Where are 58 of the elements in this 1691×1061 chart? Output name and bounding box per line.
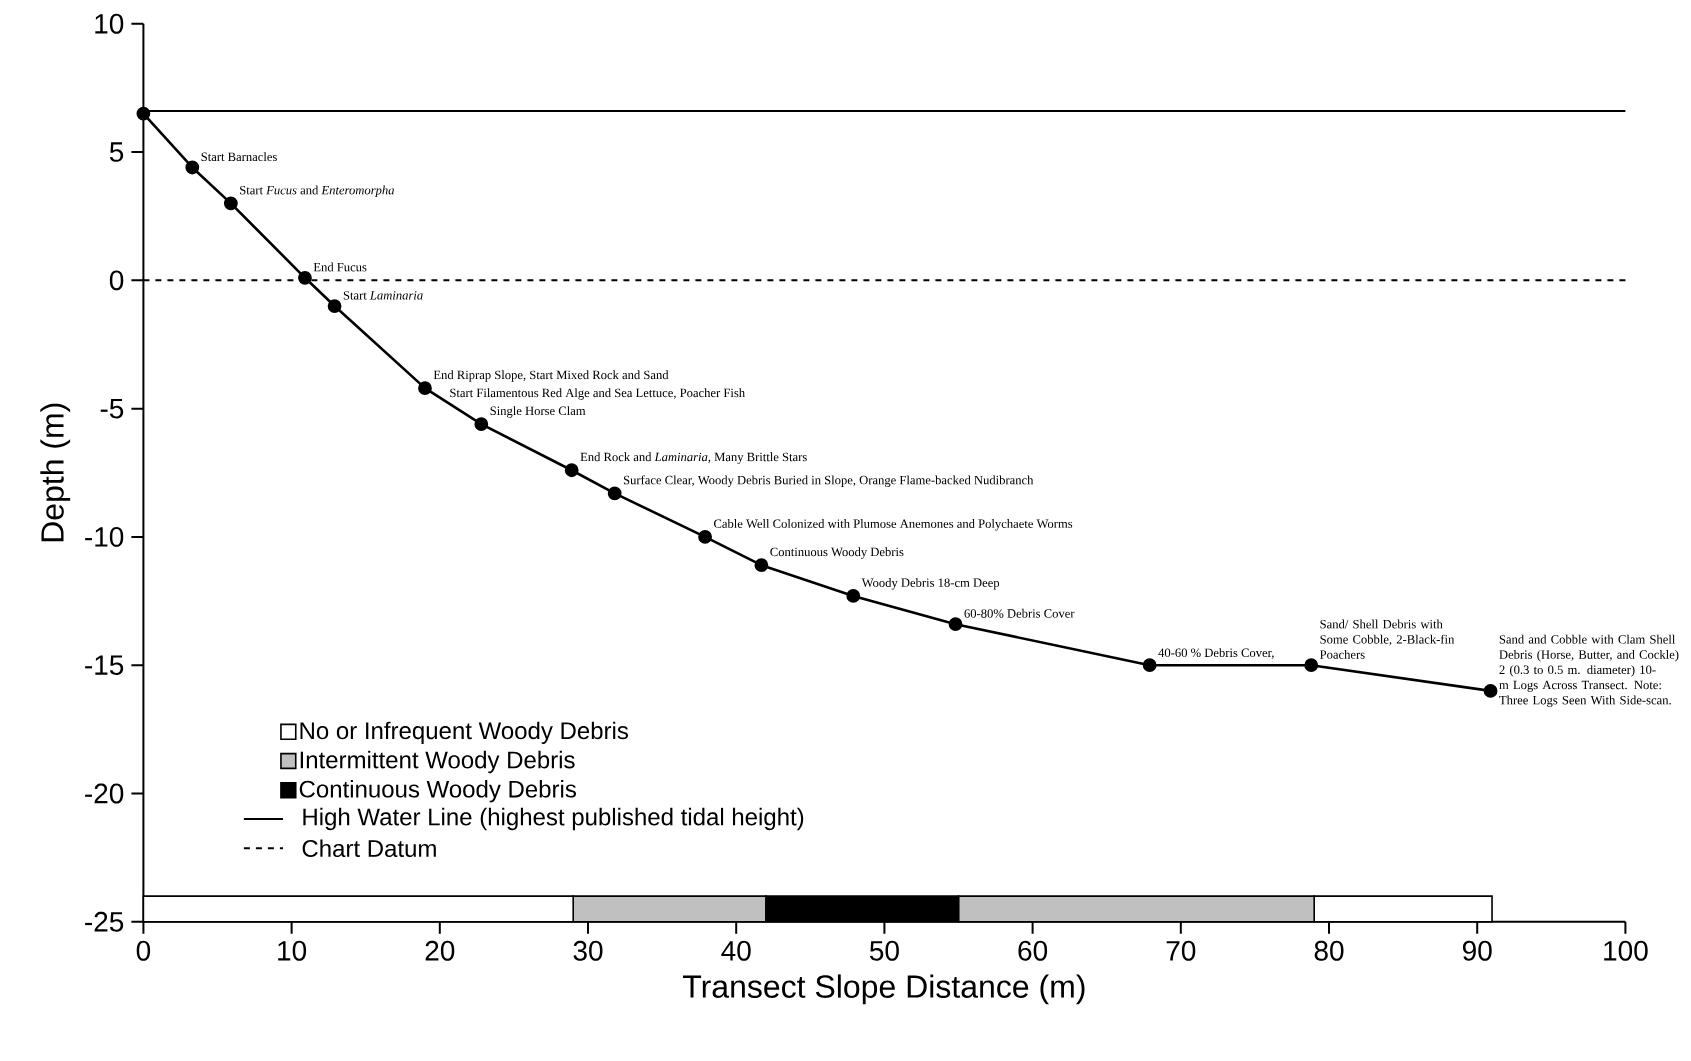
x-tick-label: 20: [425, 940, 455, 961]
point: [698, 530, 712, 544]
x-axis-title: Transect Slope Distance (m): [682, 974, 1085, 1005]
legend-label: Chart Datum: [302, 839, 436, 858]
x-tick-label: 90: [1462, 940, 1492, 961]
x-tick-label: 100: [1604, 940, 1648, 961]
annotation: Start Barnacles: [201, 152, 277, 162]
point: [846, 589, 861, 603]
annotation: Woody Debris 18-cm Deep: [861, 578, 1000, 590]
point: [564, 463, 579, 478]
x-tick-label: 10: [278, 940, 307, 961]
point: [1142, 658, 1157, 673]
annotation: Cable Well Colonized with Plumose Anemones and Polychaete Worms: [713, 519, 1073, 531]
point: [136, 106, 151, 121]
y-tick-label: 5: [109, 142, 124, 162]
y-tick-label: -15: [85, 655, 124, 676]
point: [298, 271, 312, 285]
point: [223, 196, 238, 211]
y-tick-label: -10: [85, 527, 124, 547]
legend-label: Continuous Woody Debris: [299, 780, 576, 803]
x-tick-label: 70: [1166, 940, 1196, 961]
x-tick-label: 40: [721, 940, 751, 961]
annotation: Start Fucus and Enteromorpha: [240, 185, 395, 198]
y-tick-label: 10: [95, 13, 124, 34]
annotation: Single Horse Clam: [490, 406, 586, 418]
x-tick-label: 30: [573, 940, 603, 961]
annotation: End Rock and Laminaria, Many Brittle Stars: [580, 452, 807, 464]
annotation: Surface Clear, Woody Debris Buried in Slope, Orange Flame-backed Nudibranch: [623, 475, 1034, 488]
x-tick-label: 60: [1018, 940, 1048, 961]
annotation: Start Laminaria: [343, 291, 423, 300]
point: [754, 558, 769, 573]
y-tick-label: 0: [109, 270, 124, 291]
point: [418, 381, 432, 396]
annotation: Sand/ Shell Debris with Some Cobble, 2-Black-fin Poachers: [1320, 619, 1455, 659]
annotation: 40-60 % Debris Cover,: [1158, 648, 1274, 659]
legend-label: No or Infrequent Woody Debris: [300, 721, 629, 745]
legend-label: Intermittent Woody Debris: [300, 750, 575, 774]
y-tick-label: -20: [85, 783, 124, 804]
point: [185, 160, 200, 175]
point: [607, 486, 622, 501]
annotation: End Fucus: [313, 262, 367, 272]
annotation: Continuous Woody Debris: [770, 547, 904, 559]
x-tick-label: 50: [869, 940, 899, 961]
annotation: Sand and Cobble with Clam Shell Debris (Horse, Butter, and Cockle) 2 (0.3 to 0.5 m. diameter) 10-m Logs Across Transect. Note: Three Logs Seen With Side-scan.: [1499, 634, 1679, 708]
point: [1483, 684, 1498, 698]
point: [1304, 658, 1319, 673]
x-tick-label: 80: [1314, 940, 1344, 961]
legend-label: High Water Line (highest published tidal height): [303, 807, 804, 831]
point: [474, 417, 489, 432]
y-tick-label: -5: [100, 398, 124, 419]
point: [327, 299, 342, 314]
y-tick-label: -25: [85, 911, 124, 932]
y-axis-title: Depth (m): [40, 403, 71, 542]
x-tick-label: 0: [136, 940, 151, 961]
annotation: 60-80% Debris Cover: [964, 608, 1075, 618]
annotation: Start Filamentous Red Alge and Sea Lettuce, Poacher Fish: [450, 388, 745, 400]
point: [948, 617, 963, 632]
annotation: End Riprap Slope, Start Mixed Rock and Sand: [433, 370, 669, 382]
